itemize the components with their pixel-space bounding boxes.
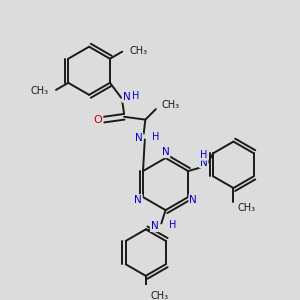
Text: N: N bbox=[200, 158, 208, 167]
Text: CH₃: CH₃ bbox=[150, 291, 168, 300]
Text: CH₃: CH₃ bbox=[31, 86, 49, 96]
Text: N: N bbox=[123, 92, 130, 102]
Text: CH₃: CH₃ bbox=[161, 100, 180, 110]
Text: H: H bbox=[152, 132, 159, 142]
Text: H: H bbox=[169, 220, 176, 230]
Text: N: N bbox=[151, 221, 158, 231]
Text: H: H bbox=[200, 150, 208, 160]
Text: N: N bbox=[135, 133, 142, 143]
Text: N: N bbox=[189, 195, 197, 205]
Text: CH₃: CH₃ bbox=[238, 203, 256, 213]
Text: O: O bbox=[94, 115, 102, 124]
Text: H: H bbox=[132, 91, 139, 101]
Text: CH₃: CH₃ bbox=[129, 46, 147, 56]
Text: N: N bbox=[134, 195, 142, 205]
Text: N: N bbox=[162, 147, 170, 157]
